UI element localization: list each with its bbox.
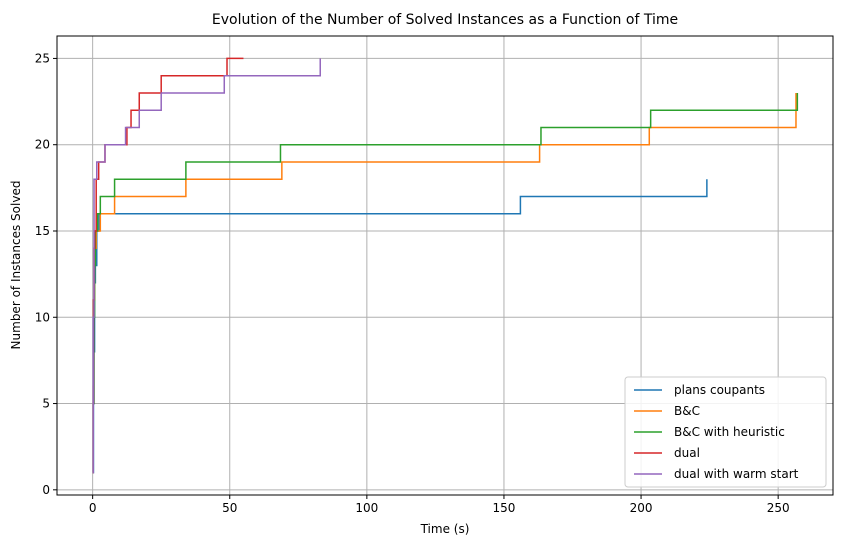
x-axis-label: Time (s) <box>420 522 470 536</box>
y-axis-label: Number of Instances Solved <box>9 181 23 350</box>
y-tick-label: 0 <box>42 483 50 497</box>
y-tick-label: 10 <box>35 310 50 324</box>
x-tick-label: 250 <box>767 501 790 515</box>
series-line-dual-with-warm-start <box>92 58 321 474</box>
plot-frame <box>56 35 834 496</box>
legend-label-bandc-with-heuristic: B&C with heuristic <box>674 425 785 439</box>
legend: plans coupants B&C B&C with heuristic dual d… <box>624 376 827 488</box>
series-layer <box>92 57 799 474</box>
x-tick-label: 0 <box>89 501 97 515</box>
chart-title: Evolution of the Number of Solved Instan… <box>212 12 678 28</box>
grid <box>57 36 833 495</box>
x-tick-label: 50 <box>222 501 237 515</box>
legend-label-dual: dual <box>674 446 700 460</box>
y-ticks: 0 5 10 15 20 25 <box>35 51 57 497</box>
x-tick-label: 100 <box>355 501 378 515</box>
legend-label-plans-coupants: plans coupants <box>674 383 765 397</box>
legend-label-bandc: B&C <box>674 404 700 418</box>
x-ticks: 0 50 100 150 200 250 <box>89 495 790 515</box>
legend-box <box>624 376 827 488</box>
y-tick-label: 25 <box>35 51 50 65</box>
y-tick-label: 20 <box>35 138 50 152</box>
y-tick-label: 5 <box>42 397 50 411</box>
y-tick-label: 15 <box>35 224 50 238</box>
series-line-plans-coupants <box>92 179 708 474</box>
legend-label-dual-with-warm-start: dual with warm start <box>674 467 799 481</box>
series-line-dual <box>92 57 244 474</box>
x-tick-label: 200 <box>630 501 653 515</box>
x-tick-label: 150 <box>493 501 516 515</box>
